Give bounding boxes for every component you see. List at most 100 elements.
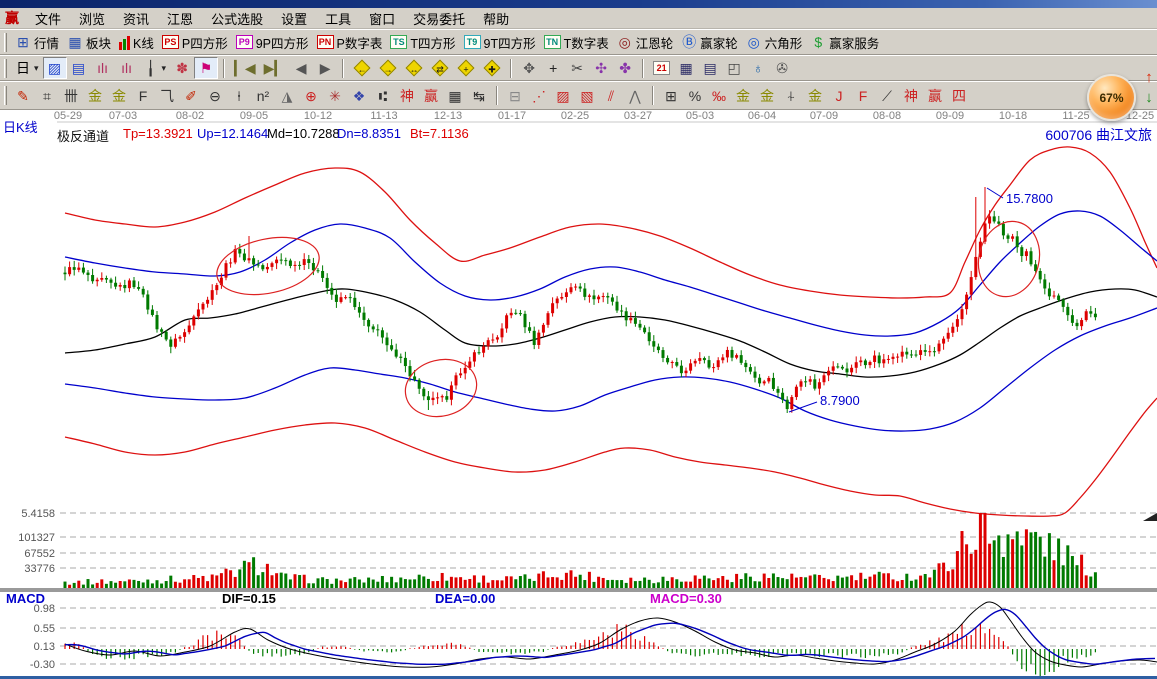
btn-crosshair[interactable]: + (541, 57, 565, 79)
draw-fan-box-2[interactable]: ▧ (575, 85, 599, 107)
menu-browse[interactable]: 浏览 (79, 11, 106, 27)
macd-indicator-label[interactable]: MACD (6, 591, 45, 606)
btn-flag-tool[interactable]: ⚑ (194, 57, 219, 79)
menu-tools[interactable]: 工具 (325, 11, 352, 27)
btn-candle-style[interactable]: ╽ ▾ (139, 57, 171, 79)
btn-ornament-2[interactable]: ✤ (613, 57, 637, 79)
btn-ornament-1[interactable]: ✣ (589, 57, 613, 79)
btn-gann-both[interactable]: ↔ (401, 57, 427, 79)
draw-width[interactable]: ↹ (467, 85, 491, 107)
btn-quotes[interactable]: ⊞ 行情 (11, 31, 63, 53)
btn-save[interactable]: ◰ (722, 57, 746, 79)
btn-p-table[interactable]: PN P数字表 (313, 31, 387, 53)
btn-9p-square[interactable]: P9 9P四方形 (232, 31, 313, 53)
draw-j-angle[interactable]: J (827, 85, 851, 107)
btn-sectors[interactable]: ▦ 板块 (63, 31, 115, 53)
period-label[interactable]: 日K线 (3, 120, 38, 135)
btn-minichart-3[interactable]: ılı (91, 57, 115, 79)
btn-kline[interactable]: K线 (115, 31, 158, 53)
draw-fan-red[interactable]: ⋰ (527, 85, 551, 107)
draw-shen[interactable]: 神 (395, 85, 419, 107)
menu-file[interactable]: 文件 (35, 11, 62, 27)
btn-p-square[interactable]: PS P四方形 (158, 31, 232, 53)
draw-pen-ruler[interactable]: ✐ (179, 85, 203, 107)
down-arrow-icon[interactable]: ↓ (1145, 89, 1153, 106)
menu-news[interactable]: 资讯 (123, 11, 150, 27)
btn-gann-wheel[interactable]: ◎ 江恩轮 (613, 31, 678, 53)
btn-minichart-9[interactable]: ılı (115, 57, 139, 79)
btn-t-square[interactable]: TS T四方形 (386, 31, 459, 53)
btn-measure[interactable]: ✂ (565, 57, 589, 79)
draw-pen[interactable]: ✎ (11, 85, 35, 107)
btn-info-panel[interactable]: ▤ (67, 57, 91, 79)
menu-window[interactable]: 窗口 (369, 11, 396, 27)
btn-flower-tool[interactable]: ✽ (170, 57, 194, 79)
btn-winner-wheel[interactable]: Ⓑ 赢家轮 (677, 31, 742, 53)
btn-gann-cross[interactable]: ✚ (479, 57, 505, 79)
draw-slash[interactable]: ⟋ (875, 85, 899, 107)
draw-shen-angle[interactable]: 神 (899, 85, 923, 107)
draw-angle[interactable]: ◮ (275, 85, 299, 107)
btn-layout[interactable]: ▨ (42, 57, 67, 79)
btn-t-table[interactable]: TN T数字表 (540, 31, 613, 53)
btn-calendar[interactable]: 21 (649, 57, 674, 79)
btn-next[interactable]: ▶ (313, 57, 337, 79)
btn-gann-swap[interactable]: ⇄ (427, 57, 453, 79)
draw-price-flag[interactable]: ⍭ (779, 85, 803, 107)
menu-help[interactable]: 帮助 (483, 11, 510, 27)
draw-gold-angle[interactable]: 金 (803, 85, 827, 107)
draw-circle-ticks[interactable]: ⊖ (203, 85, 227, 107)
btn-notes[interactable]: ▤ (698, 57, 722, 79)
draw-fibo-f[interactable]: F (131, 85, 155, 107)
market-sentiment-badge[interactable]: 67% (1087, 74, 1136, 121)
window-titlebar[interactable] (0, 0, 1157, 8)
stock-code-name[interactable]: 600706 曲江文旅 (1045, 127, 1152, 143)
draw-f-angle[interactable]: F (851, 85, 875, 107)
btn-gann-right[interactable]: → (375, 57, 401, 79)
menu-settings[interactable]: 设置 (281, 11, 308, 27)
draw-permille[interactable]: ‰ (707, 85, 731, 107)
btn-9t-square[interactable]: T9 9T四方形 (460, 31, 540, 53)
draw-rect-tool[interactable]: ⊟ (503, 85, 527, 107)
draw-fan-box[interactable]: ▨ (551, 85, 575, 107)
menu-stock-picker[interactable]: 公式选股 (211, 11, 264, 27)
btn-gann-left[interactable]: ← (349, 57, 375, 79)
btn-gann-plus[interactable]: + (453, 57, 479, 79)
draw-ying[interactable]: 赢 (419, 85, 443, 107)
draw-gold-comb-2[interactable]: 金 (107, 85, 131, 107)
draw-comb[interactable]: 卌 (59, 85, 83, 107)
btn-print[interactable]: ✇ (770, 57, 794, 79)
draw-si-angle[interactable]: 四 (947, 85, 971, 107)
draw-grid-123[interactable]: ▦ (443, 85, 467, 107)
draw-wave[interactable]: ⑆ (371, 85, 395, 107)
draw-web-grid[interactable]: ❖ (347, 85, 371, 107)
menu-gann[interactable]: 江恩 (167, 11, 194, 27)
draw-ying-angle[interactable]: 赢 (923, 85, 947, 107)
draw-web[interactable]: ✳ (323, 85, 347, 107)
btn-first-page[interactable]: ▎◀ (230, 57, 260, 79)
draw-gold-comb-1[interactable]: 金 (83, 85, 107, 107)
draw-channel[interactable]: ⋀ (623, 85, 647, 107)
btn-hexagon[interactable]: ◎ 六角形 (742, 31, 807, 53)
draw-gold-line[interactable]: 金 (755, 85, 779, 107)
draw-percent-line[interactable]: % (683, 85, 707, 107)
indicator-name[interactable]: 极反通道 (57, 129, 110, 144)
draw-fan-lines[interactable]: ⫽ (599, 85, 623, 107)
draw-target[interactable]: ⊕ (299, 85, 323, 107)
btn-calculator[interactable]: ▦ (674, 57, 698, 79)
main-chart-svg[interactable]: 5.4158 101327 67552 33776 0.98 0.55 0.13 -0.30 0… (0, 110, 1157, 676)
btn-network[interactable]: ♁ (746, 57, 770, 79)
up-arrow-icon[interactable]: ↑ (1145, 69, 1153, 86)
btn-winner-service[interactable]: $ 赢家服务 (806, 31, 883, 53)
btn-prev[interactable]: ◀ (289, 57, 313, 79)
draw-ticks[interactable]: ⍿ (227, 85, 251, 107)
btn-last-page[interactable]: ▶▎ (260, 57, 290, 79)
draw-gold-circle[interactable]: 金 (731, 85, 755, 107)
menu-trade[interactable]: 交易委托 (413, 11, 466, 27)
draw-n2[interactable]: n² (251, 85, 275, 107)
draw-list[interactable]: ⊞ (659, 85, 683, 107)
btn-pan-hand[interactable]: ✥ (517, 57, 541, 79)
draw-spiral[interactable]: ⺄ (155, 85, 179, 107)
btn-period-daily[interactable]: 日 ▾ (11, 57, 43, 79)
draw-grid-lines[interactable]: ⌗ (35, 85, 59, 107)
